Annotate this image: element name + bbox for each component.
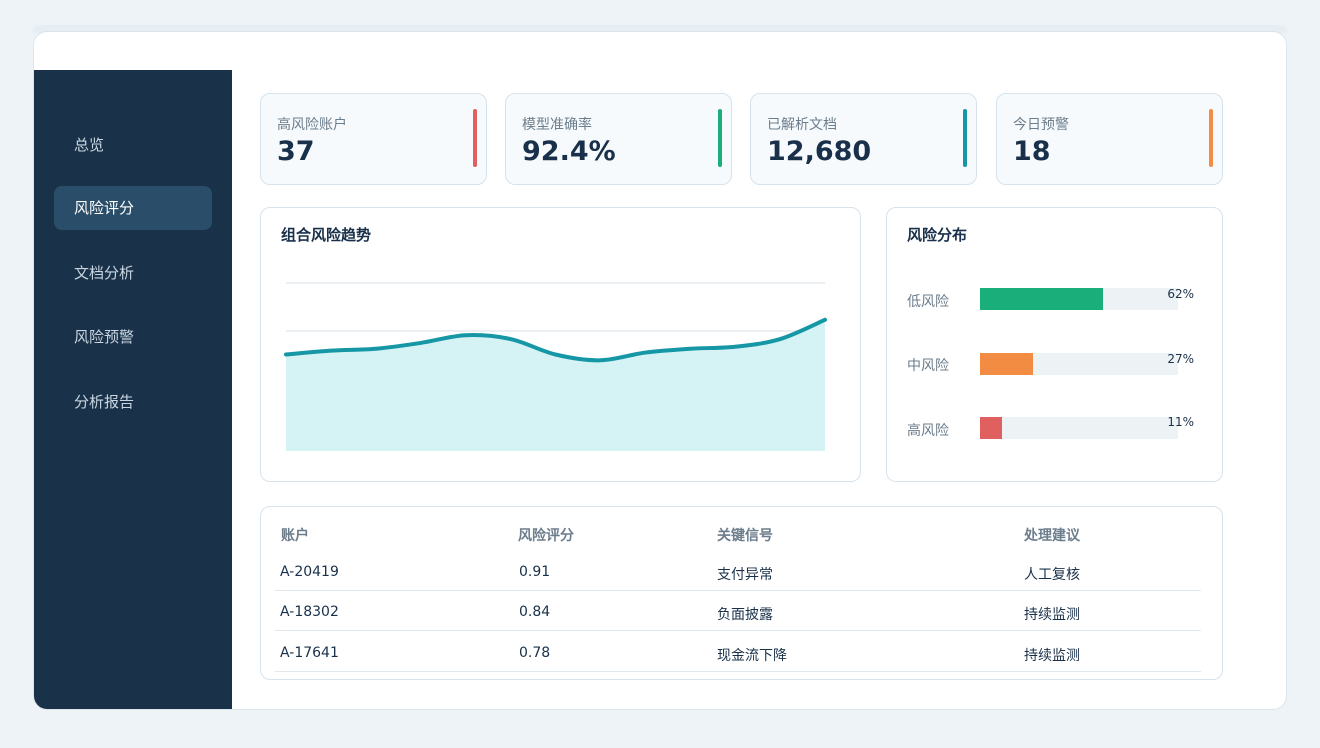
distribution-panel: 风险分布 低风险 62% 中风险 27% 高风险 11% bbox=[886, 207, 1223, 482]
row-divider bbox=[275, 671, 1201, 672]
trend-area bbox=[286, 319, 825, 451]
sidebar-item-risk-alerts[interactable]: 风险预警 bbox=[74, 328, 135, 346]
table-cell-action: 持续监测 bbox=[1024, 607, 1080, 623]
distribution-percent-medium: 27% bbox=[1167, 352, 1194, 366]
kpi-label: 今日预警 bbox=[1013, 117, 1069, 133]
distribution-fill-high bbox=[980, 417, 1002, 439]
kpi-card-parsed-documents: 已解析文档 12,680 bbox=[750, 93, 977, 185]
sidebar-item-document-analysis[interactable]: 文档分析 bbox=[74, 264, 135, 282]
distribution-fill-low bbox=[980, 288, 1103, 310]
kpi-accent-bar bbox=[963, 109, 967, 167]
kpi-label: 已解析文档 bbox=[767, 117, 837, 133]
trend-panel: 组合风险趋势 bbox=[260, 207, 861, 482]
table-cell-action: 持续监测 bbox=[1024, 648, 1080, 664]
trend-series-line bbox=[284, 317, 827, 363]
table-cell-action: 人工复核 bbox=[1024, 567, 1080, 583]
row-divider bbox=[275, 630, 1201, 631]
kpi-accent-bar bbox=[473, 109, 477, 167]
table-header-account: 账户 bbox=[281, 528, 309, 544]
table-cell-risk-score: 0.91 bbox=[519, 564, 551, 580]
distribution-fill-medium bbox=[980, 353, 1034, 375]
table-header-risk-score: 风险评分 bbox=[518, 528, 574, 544]
row-divider bbox=[275, 590, 1201, 591]
distribution-label-low: 低风险 bbox=[907, 294, 949, 310]
kpi-card-today-alerts: 今日预警 18 bbox=[996, 93, 1223, 185]
table-cell-account: A-17641 bbox=[280, 645, 339, 661]
distribution-percent-high: 11% bbox=[1167, 415, 1194, 429]
distribution-panel-title: 风险分布 bbox=[907, 226, 968, 244]
kpi-label: 模型准确率 bbox=[522, 117, 592, 133]
sidebar-item-risk-scoring[interactable]: 风险评分 bbox=[54, 186, 212, 230]
table-cell-key-signal: 支付异常 bbox=[717, 567, 773, 583]
kpi-card-high-risk-accounts: 高风险账户 37 bbox=[260, 93, 487, 185]
sidebar-item-reports[interactable]: 分析报告 bbox=[74, 393, 135, 411]
trend-panel-title: 组合风险趋势 bbox=[281, 226, 372, 244]
table-cell-key-signal: 现金流下降 bbox=[717, 648, 787, 664]
distribution-track-low bbox=[980, 288, 1178, 310]
table-cell-risk-score: 0.78 bbox=[519, 645, 551, 661]
table-cell-account: A-20419 bbox=[280, 564, 339, 580]
table-cell-risk-score: 0.84 bbox=[519, 604, 551, 620]
distribution-label-medium: 中风险 bbox=[907, 358, 949, 374]
trend-chart bbox=[284, 282, 827, 451]
distribution-track-high bbox=[980, 417, 1178, 439]
kpi-value: 92.4% bbox=[522, 136, 616, 167]
kpi-accent-bar bbox=[1209, 109, 1213, 167]
kpi-value: 12,680 bbox=[767, 136, 872, 167]
app-window: 总览 风险评分 文档分析 风险预警 分析报告 高风险账户 37 模型准确率 92… bbox=[33, 31, 1287, 710]
table-header-key-signal: 关键信号 bbox=[717, 528, 773, 544]
table-cell-key-signal: 负面披露 bbox=[717, 607, 773, 623]
table-header-action: 处理建议 bbox=[1024, 528, 1080, 544]
kpi-accent-bar bbox=[718, 109, 722, 167]
window-top-strip bbox=[33, 25, 1287, 33]
risk-table: 账户 风险评分 关键信号 处理建议 A-20419 0.91 支付异常 人工复核… bbox=[260, 506, 1223, 680]
kpi-value: 37 bbox=[277, 136, 315, 167]
sidebar: 总览 风险评分 文档分析 风险预警 分析报告 bbox=[34, 70, 232, 709]
sidebar-item-overview[interactable]: 总览 bbox=[74, 136, 105, 154]
kpi-label: 高风险账户 bbox=[277, 117, 347, 133]
distribution-track-medium bbox=[980, 353, 1178, 375]
table-cell-account: A-18302 bbox=[280, 604, 339, 620]
kpi-card-model-accuracy: 模型准确率 92.4% bbox=[505, 93, 732, 185]
kpi-value: 18 bbox=[1013, 136, 1051, 167]
distribution-label-high: 高风险 bbox=[907, 423, 949, 439]
distribution-percent-low: 62% bbox=[1167, 287, 1194, 301]
